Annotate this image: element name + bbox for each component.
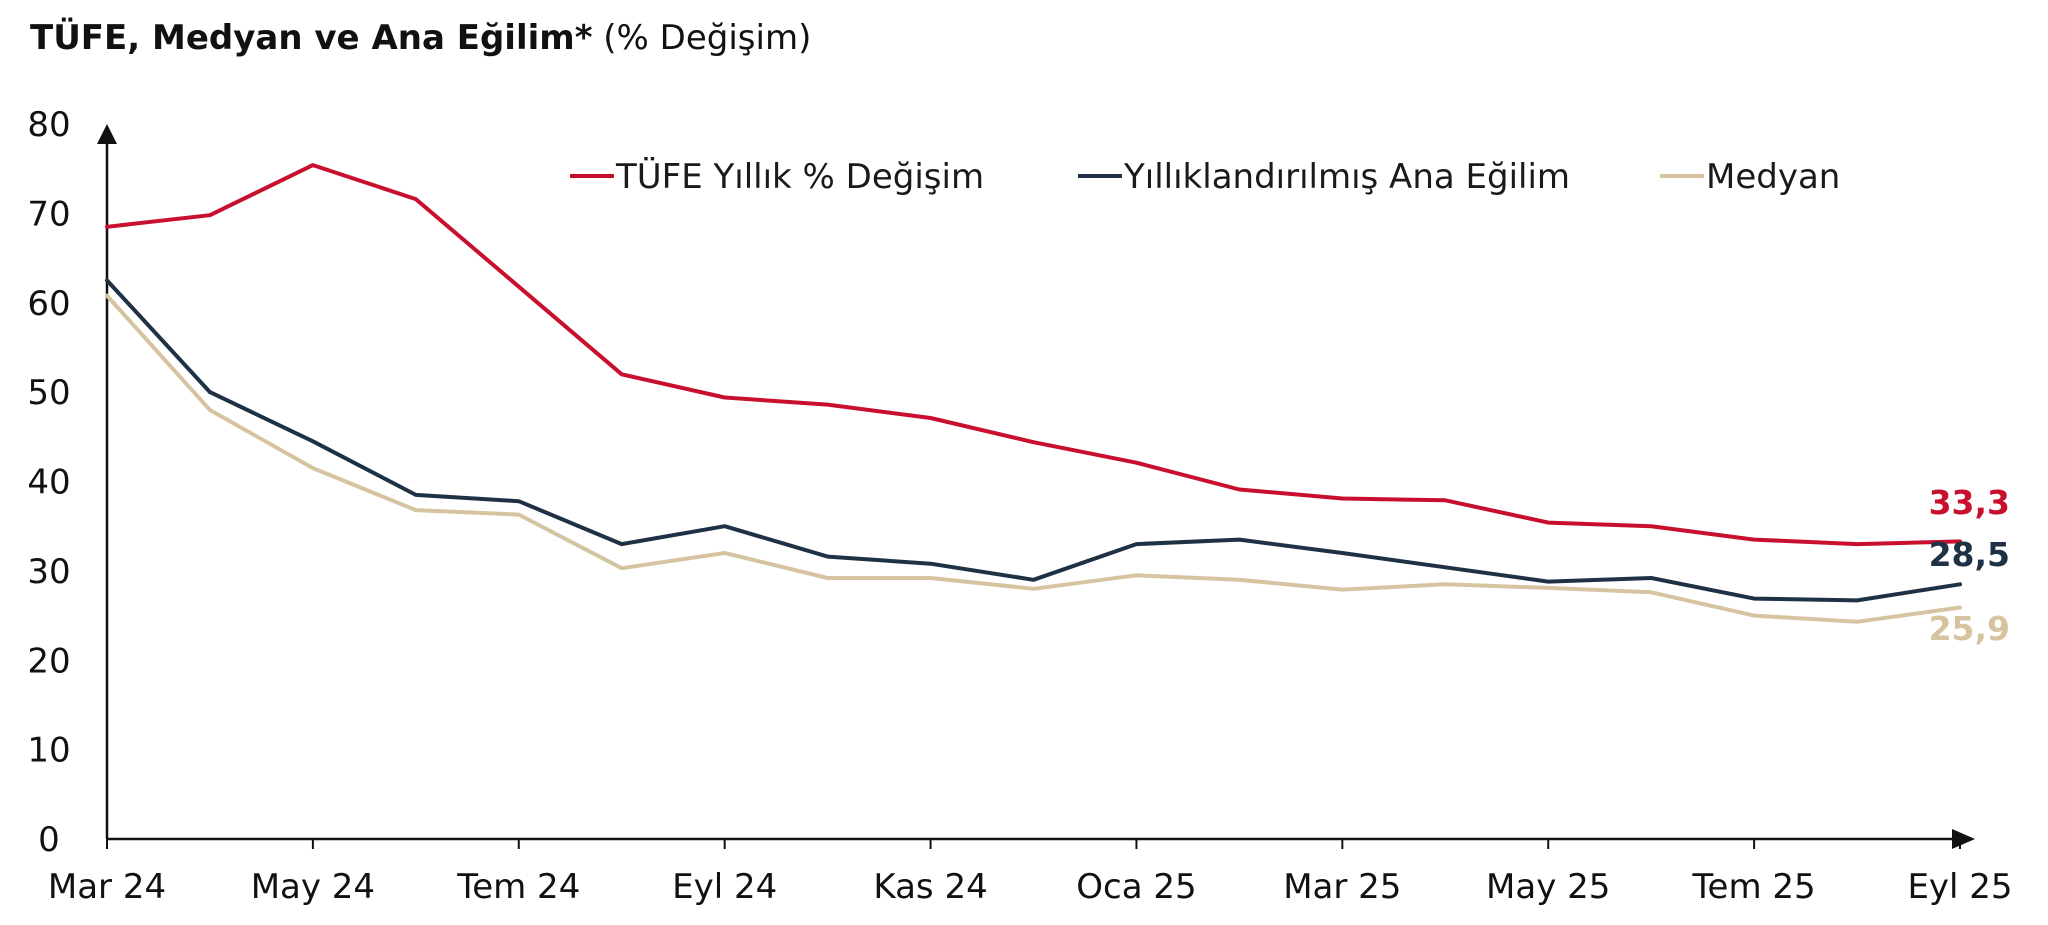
end-label-medyan: 25,9 [1929,609,2010,648]
x-tick-label: Kas 24 [873,867,987,907]
legend: TÜFE Yıllık % Değişim Yıllıklandırılmış A… [570,156,1840,197]
chart-title-unit: (% Değişim) [603,18,812,58]
x-tick-label: Mar 25 [1283,867,1401,907]
x-tick-label: May 25 [1486,867,1610,907]
legend-label-tufe: TÜFE Yıllık % Değişim [615,156,984,197]
y-tick-label: 10 [27,731,70,771]
end-label-tufe: 33,3 [1929,483,2010,522]
legend-label-ana: Yıllıklandırılmış Ana Eğilim [1123,157,1570,197]
y-tick-label: 30 [27,552,70,592]
y-tick-label: 50 [27,373,70,413]
y-tick-label: 70 [27,194,70,234]
series-line-tufe [105,163,1962,547]
axes [97,124,1975,849]
chart-title-main: TÜFE, Medyan ve Ana Eğilim* [30,18,593,58]
series-line-ana [105,278,1962,603]
y-axis-ticks: 0 10 20 30 40 50 60 70 80 [27,105,70,860]
end-labels: 33,3 28,5 25,9 [1929,483,2010,648]
x-axis-arrow [1952,829,1975,849]
y-tick-label: 0 [38,820,60,860]
series-lines [105,163,1962,624]
chart-title: TÜFE, Medyan ve Ana Eğilim* (% Değişim) [30,18,811,58]
x-axis-ticks: Mar 24 May 24 Tem 24 Eyl 24 Kas 24 Oca 25 Mar … [48,839,2013,907]
end-label-ana: 28,5 [1929,535,2010,574]
x-tick-label: Tem 24 [456,867,580,907]
legend-label-medyan: Medyan [1706,157,1840,197]
series-line-medyan [105,293,1962,624]
y-tick-label: 40 [27,463,70,503]
x-tick-label: Tem 25 [1692,867,1816,907]
x-tick-label: Mar 24 [48,867,166,907]
y-tick-label: 20 [27,641,70,681]
x-tick-label: Eyl 24 [672,867,777,907]
x-tick-label: May 24 [251,867,375,907]
y-tick-label: 80 [27,105,70,145]
x-tick-label: Eyl 25 [1907,867,2012,907]
y-axis-arrow [97,124,117,144]
y-tick-label: 60 [27,284,70,324]
x-tick-label: Oca 25 [1076,867,1196,907]
